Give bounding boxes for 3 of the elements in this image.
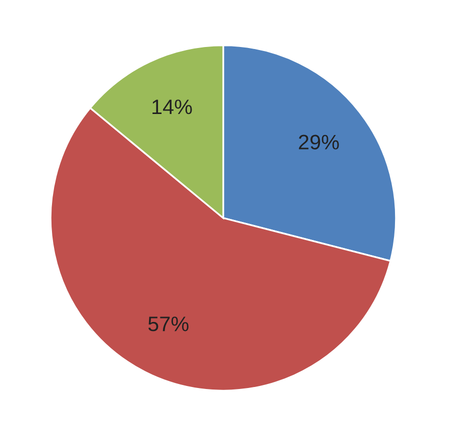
data-label: 14% bbox=[152, 100, 192, 114]
data-label: 29% bbox=[298, 134, 339, 150]
data-label: 57% bbox=[148, 316, 188, 332]
